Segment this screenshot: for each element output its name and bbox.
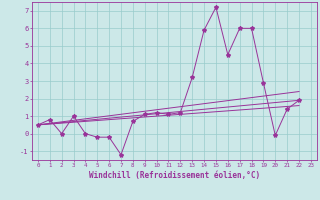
X-axis label: Windchill (Refroidissement éolien,°C): Windchill (Refroidissement éolien,°C): [89, 171, 260, 180]
